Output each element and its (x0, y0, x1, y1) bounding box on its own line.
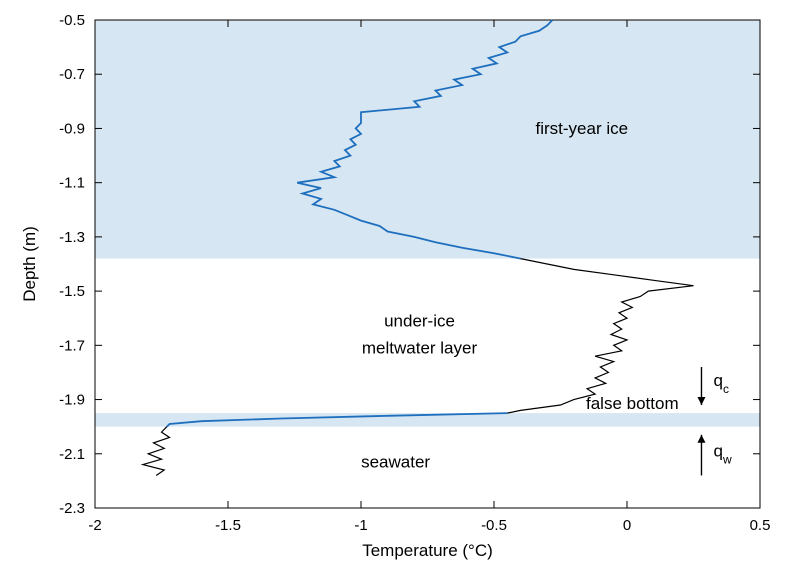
y-tick-label: -0.5 (59, 12, 85, 29)
y-tick-label: -1.5 (59, 283, 85, 300)
y-tick-label: -1.7 (59, 337, 85, 354)
y-tick-label: -2.1 (59, 446, 85, 463)
profile-seawater (143, 427, 170, 476)
label-qc: qc (713, 371, 728, 396)
y-tick-label: -2.3 (59, 500, 85, 517)
x-tick-label: 0.5 (750, 517, 771, 534)
label-meltwater-layer: meltwater layer (362, 338, 478, 357)
x-tick-label: -1.5 (215, 517, 241, 534)
label-false-bottom: false bottom (586, 394, 679, 413)
label-qw: qw (713, 441, 731, 466)
label-seawater: seawater (361, 452, 430, 471)
depth-temperature-chart: -2 -1.5 -1 -0.5 0 0.5 -0.5 -0.7 -0.9 -1.1 -1.3 -1.5… (0, 0, 800, 568)
label-first-year-ice: first-year ice (535, 119, 628, 138)
y-tick-label: -0.9 (59, 120, 85, 137)
x-axis-title: Temperature (°C) (362, 541, 493, 560)
y-tick-label: -1.3 (59, 229, 85, 246)
arrow-qw-head (697, 435, 705, 443)
y-tick-label: -0.7 (59, 66, 85, 83)
x-tick-label: -1 (354, 517, 367, 534)
y-axis-title: Depth (m) (20, 226, 39, 302)
arrow-qc-head (697, 397, 705, 405)
y-tick-label: -1.1 (59, 175, 85, 192)
x-tick-label: -0.5 (481, 517, 507, 534)
profile-meltwater (507, 259, 693, 414)
x-tick-label: -2 (88, 517, 101, 534)
y-tick-label: -1.9 (59, 392, 85, 409)
shaded-region (95, 20, 760, 259)
label-under-ice: under-ice (384, 311, 455, 330)
chart-svg: -2 -1.5 -1 -0.5 0 0.5 -0.5 -0.7 -0.9 -1.1 -1.3 -1.5… (0, 0, 800, 568)
x-tick-label: 0 (623, 517, 631, 534)
